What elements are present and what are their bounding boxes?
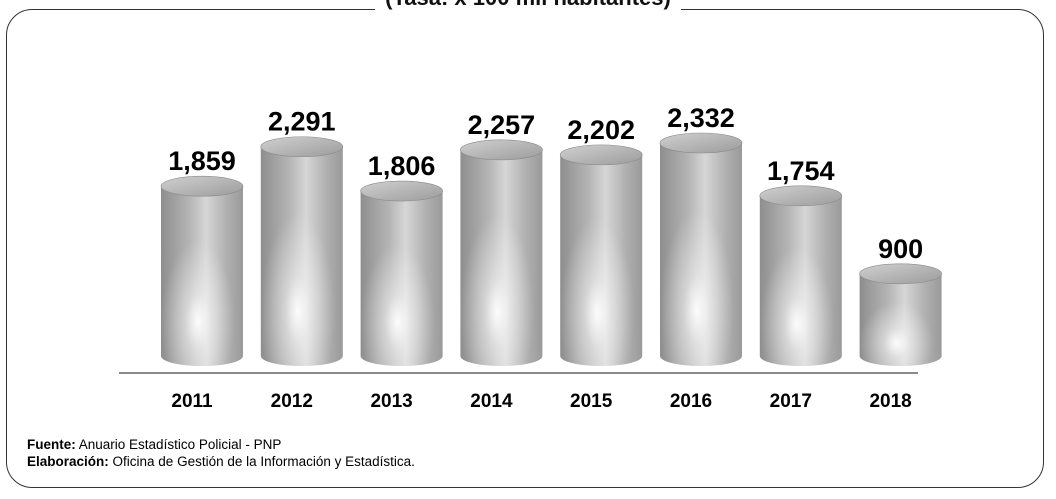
bar-2014 bbox=[460, 139, 543, 366]
bar-2018 bbox=[859, 263, 942, 367]
bar-top bbox=[360, 180, 443, 202]
bar-highlight bbox=[560, 154, 643, 367]
bar-2011 bbox=[160, 175, 244, 366]
data-label-2012: 2,291 bbox=[268, 107, 336, 137]
bar-highlight bbox=[260, 146, 343, 367]
bar-highlight bbox=[859, 273, 942, 367]
bar-chart: 1,859 2,291 1,806 2,257 2,202 2,332 1,754 900 2… bbox=[119, 103, 942, 412]
chart-notes: Fuente: Anuario Estadístico Policial - P… bbox=[27, 436, 415, 470]
chart-title-fragment-text: (Tasa: x 100 mil habitantes) bbox=[375, 0, 681, 10]
bar-top bbox=[260, 136, 344, 158]
bar-2012 bbox=[260, 136, 344, 367]
chart-title-fragment: (Tasa: x 100 mil habitantes) bbox=[0, 0, 1056, 10]
data-label-2016: 2,332 bbox=[667, 103, 735, 133]
x-tick-2014: 2014 bbox=[470, 391, 513, 412]
credit-label: Elaboración: bbox=[27, 454, 109, 469]
x-tick-2013: 2013 bbox=[370, 391, 412, 412]
bar-2016 bbox=[659, 132, 743, 366]
bar-highlight bbox=[161, 186, 243, 366]
bar-2017 bbox=[759, 185, 843, 367]
bar-top bbox=[859, 263, 942, 285]
bar-highlight bbox=[660, 143, 742, 366]
source-text: Anuario Estadístico Policial - PNP bbox=[78, 437, 282, 452]
bars-group: 1,859 2,291 1,806 2,257 2,202 2,332 1,754 900 bbox=[160, 103, 942, 367]
source-note: Fuente: Anuario Estadístico Policial - P… bbox=[27, 436, 415, 453]
credit-note: Elaboración: Oficina de Gestión de la In… bbox=[27, 453, 415, 470]
data-label-2015: 2,202 bbox=[567, 115, 635, 145]
bar-top bbox=[759, 185, 843, 207]
bar-highlight bbox=[360, 191, 443, 367]
x-tick-labels: 2011 2012 2013 2014 2015 2016 2017 2018 bbox=[171, 391, 911, 412]
credit-text: Oficina de Gestión de la Información y E… bbox=[112, 454, 415, 469]
x-tick-2012: 2012 bbox=[271, 391, 313, 412]
source-label: Fuente: bbox=[27, 437, 76, 452]
bar-2015 bbox=[559, 144, 643, 367]
data-label-2017: 1,754 bbox=[767, 156, 835, 186]
bar-top bbox=[160, 175, 244, 197]
x-tick-2015: 2015 bbox=[570, 391, 613, 412]
bar-top bbox=[460, 139, 543, 161]
x-tick-2011: 2011 bbox=[171, 391, 213, 412]
data-label-2011: 1,859 bbox=[168, 146, 236, 176]
bar-top bbox=[559, 144, 643, 166]
bar-2013 bbox=[360, 180, 443, 367]
bar-top bbox=[659, 132, 743, 154]
bar-highlight bbox=[460, 149, 543, 366]
data-label-2013: 1,806 bbox=[368, 151, 436, 181]
bar-highlight bbox=[759, 195, 842, 367]
x-tick-2018: 2018 bbox=[869, 391, 911, 412]
x-tick-2017: 2017 bbox=[770, 391, 812, 412]
data-label-2018: 900 bbox=[878, 234, 923, 264]
data-label-2014: 2,257 bbox=[468, 110, 536, 140]
x-tick-2016: 2016 bbox=[670, 391, 712, 412]
